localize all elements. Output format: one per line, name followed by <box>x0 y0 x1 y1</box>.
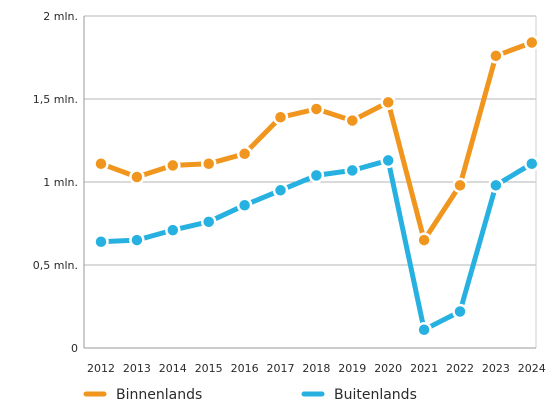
x-tick-label: 2023 <box>482 362 510 375</box>
data-point <box>129 232 145 248</box>
data-point <box>236 197 253 213</box>
series-binnenlands <box>93 34 540 248</box>
data-point <box>380 152 396 169</box>
x-tick-label: 2021 <box>410 362 438 375</box>
axes <box>83 16 537 349</box>
data-point <box>488 177 504 194</box>
x-tick-label: 2024 <box>518 362 546 375</box>
y-tick-label: 1,5 mln. <box>33 93 78 106</box>
legend-label: Binnenlands <box>116 387 202 403</box>
x-tick-label: 2019 <box>338 362 366 375</box>
data-point <box>200 214 217 230</box>
gridlines <box>84 15 536 266</box>
y-tick-label: 2 mln. <box>43 10 78 23</box>
data-point <box>344 162 361 179</box>
legend: Binnenlands Buitenlands <box>83 387 417 403</box>
x-tick-label: 2013 <box>123 362 151 375</box>
data-point <box>93 155 109 172</box>
data-point <box>165 157 181 174</box>
legend-label: Buitenlands <box>334 387 417 403</box>
y-tick-label: 0,5 mln. <box>33 259 78 272</box>
x-tick-label: 2015 <box>195 362 223 375</box>
data-point <box>344 112 361 129</box>
x-tick-labels: 2012 2013 2014 2015 2016 2017 2018 2019 2020 2021… <box>87 362 546 375</box>
data-point <box>129 169 145 185</box>
data-point <box>452 177 468 194</box>
x-tick-label: 2017 <box>267 362 295 375</box>
data-point <box>308 167 325 184</box>
data-point <box>416 232 432 248</box>
data-point <box>524 34 540 51</box>
y-tick-labels: 0 0,5 mln. 1 mln. 1,5 mln. 2 mln. <box>33 10 78 355</box>
data-point <box>165 222 181 238</box>
data-point <box>380 94 396 111</box>
series <box>93 34 540 338</box>
data-point <box>272 109 289 126</box>
data-point <box>93 234 109 250</box>
data-point <box>452 303 468 320</box>
data-point <box>272 182 289 199</box>
x-tick-label: 2022 <box>446 362 474 375</box>
data-point <box>308 101 325 117</box>
data-point <box>236 146 253 162</box>
x-tick-label: 2018 <box>302 362 330 375</box>
series-line <box>98 40 535 243</box>
y-tick-label: 0 <box>71 342 78 355</box>
x-tick-label: 2020 <box>374 362 402 375</box>
data-point <box>524 155 540 172</box>
x-tick-label: 2012 <box>87 362 115 375</box>
data-point <box>488 48 504 64</box>
data-point <box>200 155 217 172</box>
y-tick-label: 1 mln. <box>43 176 78 189</box>
x-tick-label: 2016 <box>231 362 259 375</box>
series-buitenlands <box>93 152 540 338</box>
x-tick-label: 2014 <box>159 362 187 375</box>
data-point <box>416 321 432 338</box>
